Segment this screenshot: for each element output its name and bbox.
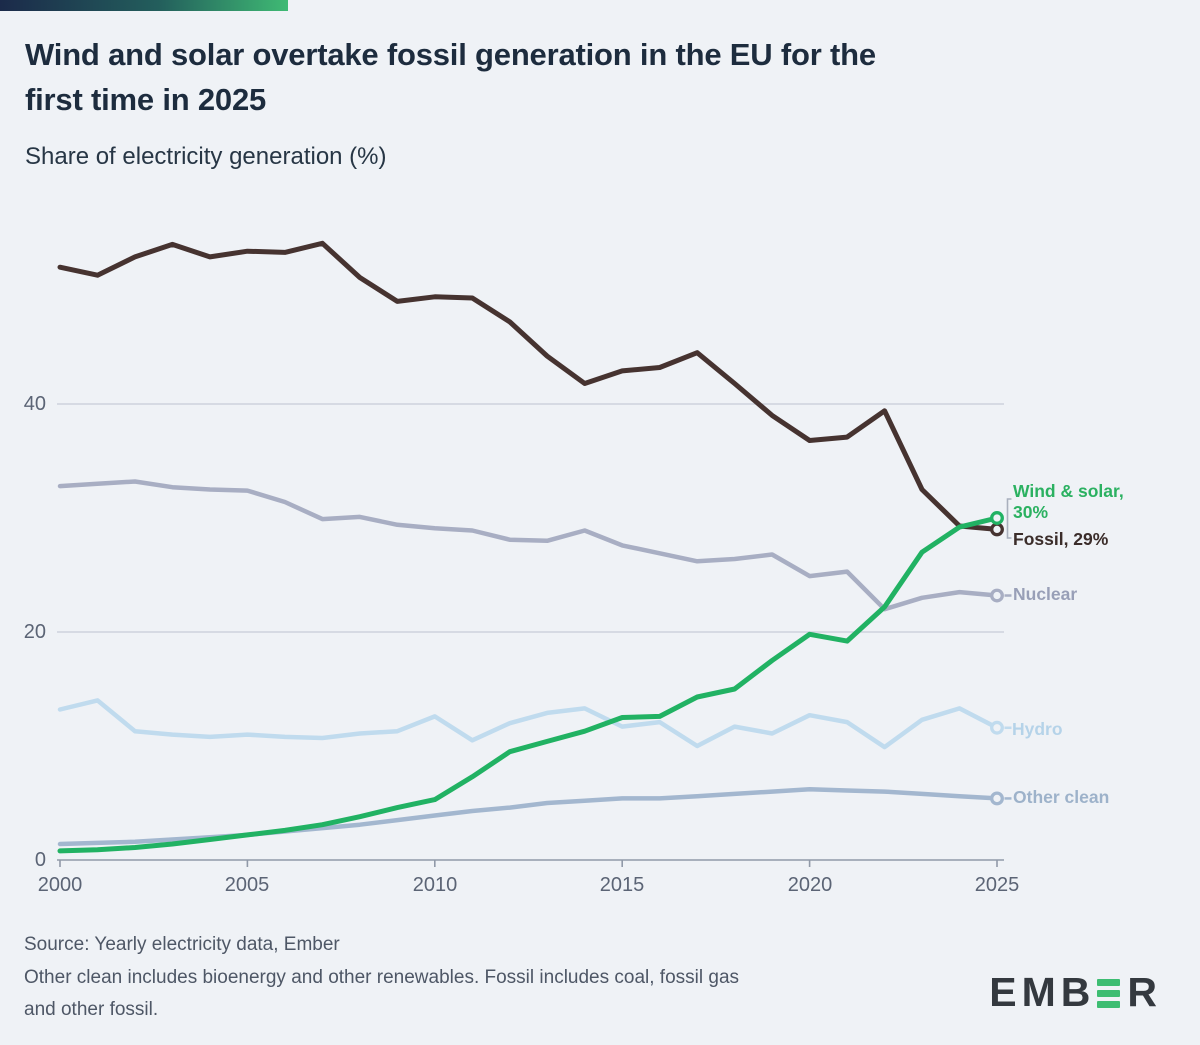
gridlines-and-axis (57, 403, 1004, 867)
x-tick-2025: 2025 (975, 874, 1020, 896)
note-line1: Other clean includes bioenergy and other… (24, 966, 740, 988)
hydro-label: Hydro (1012, 719, 1063, 739)
x-tick-2000: 2000 (38, 874, 83, 896)
series-line-hydro (57, 698, 1000, 750)
x-axis-tick-labels: 2000 2005 2010 2015 2020 2025 (38, 874, 1020, 896)
series-line-wind-solar (57, 515, 1000, 854)
ember-logo-text-left: EMB (989, 969, 1096, 1015)
source-line: Source: Yearly electricity data, Ember (24, 934, 340, 955)
other-clean-label: Other clean (1013, 787, 1109, 807)
series-line-nuclear (57, 479, 1000, 612)
chart-title: Wind and solar overtake fossil generatio… (25, 32, 876, 122)
x-tick-2005: 2005 (225, 874, 270, 896)
chart-title-line1: Wind and solar overtake fossil generatio… (25, 37, 876, 72)
fossil-label: Fossil, 29% (1013, 529, 1109, 549)
series-end-marker-other-clean (990, 791, 1004, 806)
x-tick-2020: 2020 (788, 874, 833, 896)
series-end-marker-wind-solar (990, 511, 1004, 525)
x-tick-2010: 2010 (413, 874, 458, 896)
note-line2: and other fossil. (24, 999, 159, 1020)
chart-subtitle: Share of electricity generation (%) (25, 143, 387, 170)
series-lines (57, 240, 1012, 854)
series-end-marker-fossil (990, 522, 1004, 537)
brand-accent-bar (0, 0, 288, 11)
end-label-bracket (1006, 498, 1012, 539)
y-tick-40: 40 (24, 393, 46, 415)
ember-logo-text-right: R (1127, 969, 1162, 1015)
y-axis-tick-labels: 0 20 40 (24, 393, 46, 871)
chart-title-line2: first time in 2025 (25, 82, 267, 117)
wind-solar-label-line1: Wind & solar, (1013, 481, 1124, 501)
ember-logo: EMB R (989, 972, 1162, 1013)
x-tick-2015: 2015 (600, 874, 645, 896)
y-tick-0: 0 (35, 849, 46, 871)
y-tick-20: 20 (24, 621, 46, 643)
nuclear-label: Nuclear (1013, 584, 1077, 604)
series-end-marker-hydro (990, 720, 1004, 735)
series-end-marker-nuclear (990, 588, 1004, 603)
series-line-fossil (57, 240, 1000, 532)
ember-logo-green-e-icon (1097, 979, 1121, 1008)
series-end-labels: Wind & solar, 30% Fossil, 29% Nuclear Hy… (1012, 481, 1124, 807)
footer-notes: Source: Yearly electricity data, Ember O… (24, 929, 739, 1027)
series-line-other-clean (57, 787, 1000, 847)
wind-solar-label-line2: 30% (1013, 502, 1048, 522)
